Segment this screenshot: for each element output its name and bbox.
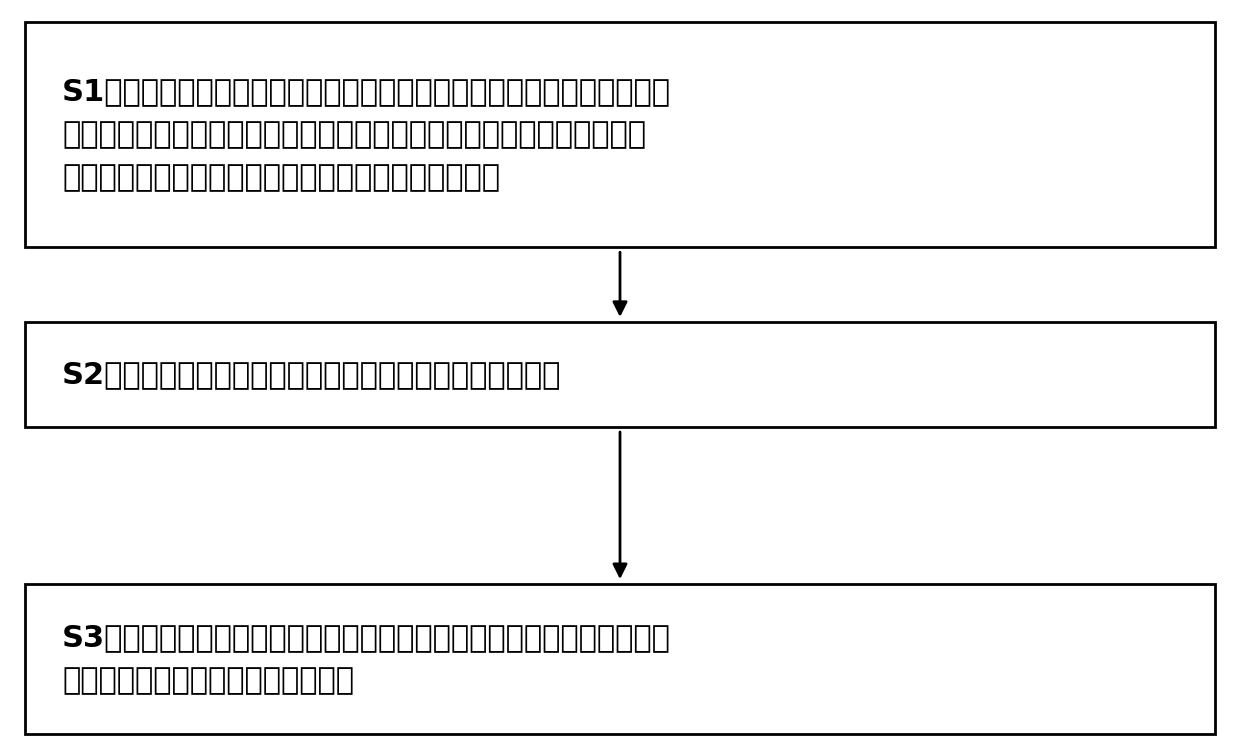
Text: S3、将所得粒状前驱体，在惯性气体保护下高温烧结，然后自然冷却至室
温，再经破碎得高压实磷酸铁锂产品: S3、将所得粒状前驱体，在惯性气体保护下高温烧结，然后自然冷却至室 温，再经破碎…	[62, 623, 671, 695]
FancyBboxPatch shape	[25, 322, 1215, 427]
FancyBboxPatch shape	[25, 22, 1215, 247]
FancyBboxPatch shape	[25, 584, 1215, 734]
Text: S2、将所得前驱体粉末进行压片造粒致密化，得粒状前驱体: S2、将所得前驱体粉末进行压片造粒致密化，得粒状前驱体	[62, 360, 562, 389]
Text: S1、将锂源、无水磷酸铁和金属铁粉组成的复合铁源、磷源和碳源按一定
比例配料，投入分散釜中，加入溶剂进行分散、粗磨及细磨，得到混合均
匀的浆料，将浆料进行喷雾干: S1、将锂源、无水磷酸铁和金属铁粉组成的复合铁源、磷源和碳源按一定 比例配料，投…	[62, 77, 671, 192]
